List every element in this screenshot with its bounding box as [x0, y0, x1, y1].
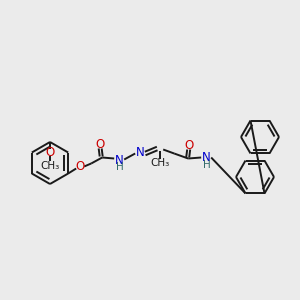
- Text: O: O: [96, 138, 105, 151]
- Text: N: N: [202, 151, 211, 164]
- Text: H: H: [116, 163, 124, 172]
- Text: N: N: [115, 154, 124, 167]
- Text: H: H: [203, 160, 211, 170]
- Text: O: O: [184, 139, 194, 152]
- Text: O: O: [45, 146, 55, 158]
- Text: CH₃: CH₃: [151, 158, 170, 169]
- Text: N: N: [136, 146, 145, 159]
- Text: CH₃: CH₃: [40, 161, 60, 171]
- Text: O: O: [76, 160, 85, 173]
